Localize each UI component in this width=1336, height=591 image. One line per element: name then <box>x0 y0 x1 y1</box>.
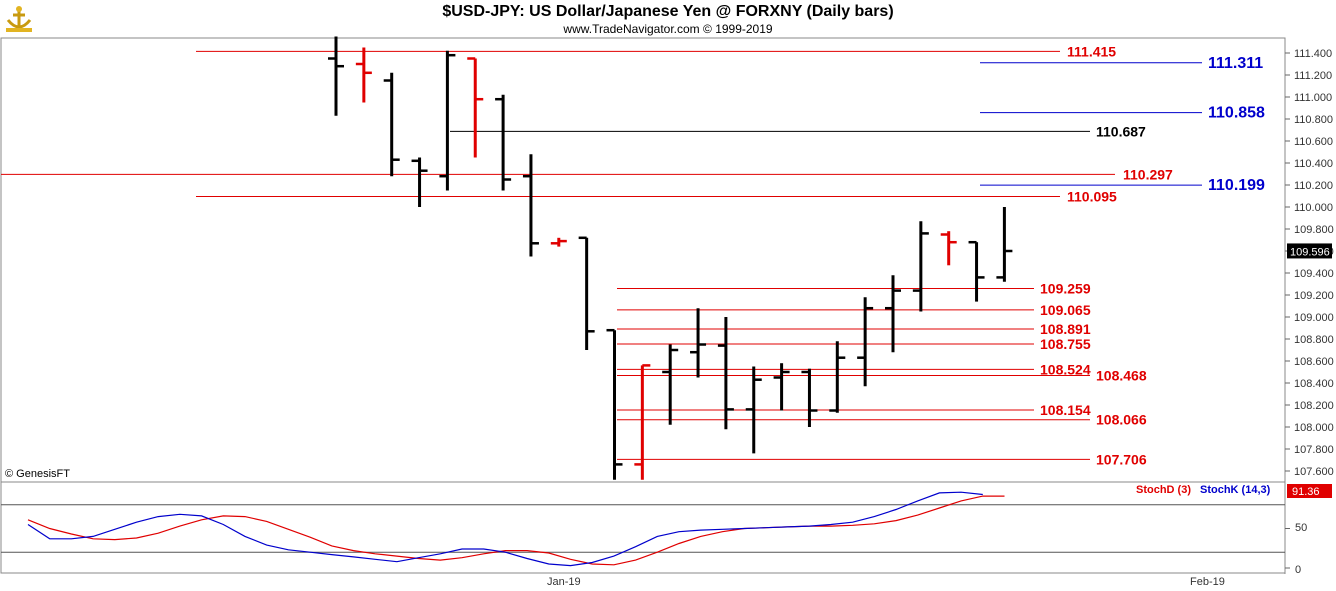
price-tick-label: 107.600 <box>1294 466 1334 478</box>
ohlc-bar <box>690 308 707 378</box>
ohlc-bar <box>355 47 372 103</box>
ohlc-bar <box>745 366 762 454</box>
level-label: 108.154 <box>1040 402 1091 418</box>
stoch-tick-50: 50 <box>1295 522 1307 534</box>
price-tick-label: 109.000 <box>1294 312 1334 324</box>
price-tick-label: 110.400 <box>1294 158 1333 170</box>
ohlc-bar <box>885 275 901 353</box>
x-label-feb: Feb-19 <box>1190 576 1225 588</box>
ohlc-bar <box>912 221 929 312</box>
ohlc-bar <box>717 317 734 430</box>
level-label: 110.297 <box>1123 166 1173 182</box>
price-tick-label: 111.000 <box>1294 92 1332 104</box>
ohlc-bar <box>467 57 484 158</box>
ohlc-bar <box>578 236 595 350</box>
ohlc-bar <box>522 154 539 257</box>
price-tick-label: 111.200 <box>1294 70 1332 82</box>
stoch-series-line <box>27 491 983 567</box>
watermark: © GenesisFT <box>5 468 70 480</box>
chart-header: $USD-JPY: US Dollar/Japanese Yen @ FORXN… <box>0 0 1336 38</box>
price-tick-label: 108.400 <box>1294 378 1334 390</box>
ohlc-bar <box>606 328 623 480</box>
stoch-last-value: 91.36 <box>1292 486 1320 498</box>
ohlc-bar <box>857 297 874 387</box>
ohlc-bar <box>550 237 567 247</box>
level-label: 110.858 <box>1208 105 1265 122</box>
level-label: 108.755 <box>1040 336 1091 352</box>
x-label-jan: Jan-19 <box>547 576 581 588</box>
level-label: 110.095 <box>1067 189 1117 205</box>
price-tick-label: 108.800 <box>1294 334 1334 346</box>
stoch-last-box <box>1287 484 1332 498</box>
ohlc-bar <box>328 36 344 116</box>
level-label: 107.706 <box>1096 451 1147 467</box>
price-tick-label: 109.400 <box>1294 268 1334 280</box>
level-label: 108.891 <box>1040 321 1091 337</box>
last-price-value: 109.596 <box>1290 246 1330 258</box>
copyright-text: www.TradeNavigator.com © 1999-2019 <box>563 22 773 36</box>
ohlc-bar <box>801 368 818 427</box>
stochastic-panel <box>0 481 1286 574</box>
price-tick-label: 110.000 <box>1294 202 1333 214</box>
price-tick-label: 109.800 <box>1294 224 1334 236</box>
price-tick-label: 111.400 <box>1294 48 1332 60</box>
level-label: 109.065 <box>1040 302 1091 318</box>
ohlc-bar <box>829 341 846 413</box>
price-tick-label: 108.000 <box>1294 422 1334 434</box>
chart-title: $USD-JPY: US Dollar/Japanese Yen @ FORXN… <box>442 3 894 20</box>
price-tick-label: 107.800 <box>1294 444 1334 456</box>
ohlc-bar <box>383 72 400 177</box>
ohlc-bar <box>773 363 790 411</box>
stoch-series-line <box>27 495 1005 566</box>
price-tick-label: 109.200 <box>1294 290 1334 302</box>
anchor-trophy-logo <box>6 6 32 32</box>
level-label: 108.468 <box>1096 368 1147 384</box>
level-label: 109.259 <box>1040 281 1091 297</box>
level-label: 110.199 <box>1208 177 1265 194</box>
ohlc-bar <box>411 157 428 207</box>
price-tick-label: 110.200 <box>1294 180 1333 192</box>
ohlc-bar <box>968 240 985 302</box>
stoch-tick-0: 0 <box>1295 564 1301 576</box>
price-tick-label: 110.800 <box>1294 114 1333 126</box>
price-tick-label: 108.600 <box>1294 356 1334 368</box>
ohlc-bar <box>662 344 679 425</box>
level-label: 110.687 <box>1096 123 1146 139</box>
stochk-legend: StochK (14,3) <box>1200 484 1271 496</box>
ohlc-bar <box>996 207 1013 282</box>
ohlc-bar <box>634 364 651 480</box>
ohlc-bar <box>495 94 512 191</box>
last-price-box <box>1287 243 1332 259</box>
level-label: 108.524 <box>1040 361 1091 377</box>
price-tick-label: 110.600 <box>1294 136 1333 148</box>
price-tick-label: 108.200 <box>1294 400 1334 412</box>
stochd-legend: StochD (3) <box>1136 484 1191 496</box>
level-label: 111.311 <box>1208 55 1263 72</box>
level-label: 108.066 <box>1096 412 1147 428</box>
level-label: 111.415 <box>1067 43 1116 59</box>
ohlc-bar <box>940 231 957 266</box>
ohlc-bar <box>439 50 456 191</box>
